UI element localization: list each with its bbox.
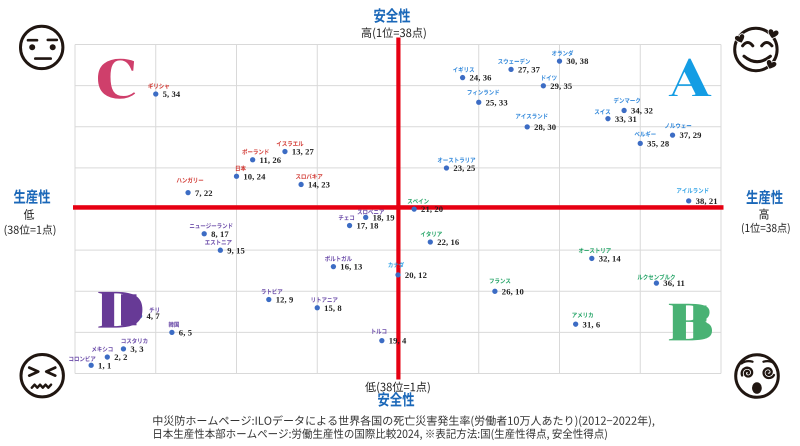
svg-text:22, 16: 22, 16 [437, 237, 460, 247]
svg-text:15, 8: 15, 8 [324, 303, 342, 313]
svg-text:23, 25: 23, 25 [453, 163, 475, 173]
svg-text:30, 38: 30, 38 [566, 56, 589, 66]
svg-text:21, 20: 21, 20 [421, 204, 443, 214]
svg-text:38, 21: 38, 21 [696, 196, 718, 206]
svg-text:17, 18: 17, 18 [356, 221, 379, 231]
svg-text:8, 17: 8, 17 [211, 229, 229, 239]
svg-text:7, 22: 7, 22 [195, 188, 213, 198]
svg-text:14, 23: 14, 23 [308, 180, 330, 190]
svg-text:2, 2: 2, 2 [114, 352, 127, 362]
svg-text:6, 5: 6, 5 [179, 328, 192, 338]
svg-text:11, 26: 11, 26 [260, 155, 282, 165]
svg-text:32, 14: 32, 14 [599, 254, 622, 264]
svg-text:29, 35: 29, 35 [550, 81, 572, 91]
svg-text:24, 36: 24, 36 [470, 73, 493, 83]
svg-text:10, 24: 10, 24 [243, 171, 266, 181]
svg-text:16, 13: 16, 13 [340, 262, 362, 272]
svg-text:19, 4: 19, 4 [389, 336, 407, 346]
svg-text:20, 12: 20, 12 [405, 270, 427, 280]
svg-text:33, 31: 33, 31 [615, 114, 637, 124]
svg-text:35, 28: 35, 28 [647, 138, 670, 148]
svg-text:13, 27: 13, 27 [292, 147, 315, 157]
svg-text:25, 33: 25, 33 [486, 97, 508, 107]
svg-text:37, 29: 37, 29 [679, 130, 701, 140]
svg-text:34, 32: 34, 32 [631, 106, 653, 116]
svg-text:1, 1: 1, 1 [98, 360, 111, 370]
svg-text:28, 30: 28, 30 [534, 122, 556, 132]
svg-text:26, 10: 26, 10 [502, 286, 524, 296]
svg-text:3, 3: 3, 3 [130, 344, 143, 354]
svg-text:18, 19: 18, 19 [373, 212, 395, 222]
svg-text:27, 37: 27, 37 [518, 64, 541, 74]
svg-text:5, 34: 5, 34 [163, 89, 181, 99]
svg-text:31, 6: 31, 6 [583, 319, 601, 329]
svg-text:9, 15: 9, 15 [227, 245, 245, 255]
svg-text:4, 7: 4, 7 [147, 311, 161, 321]
svg-text:12, 9: 12, 9 [276, 295, 294, 305]
svg-text:36, 11: 36, 11 [663, 278, 685, 288]
